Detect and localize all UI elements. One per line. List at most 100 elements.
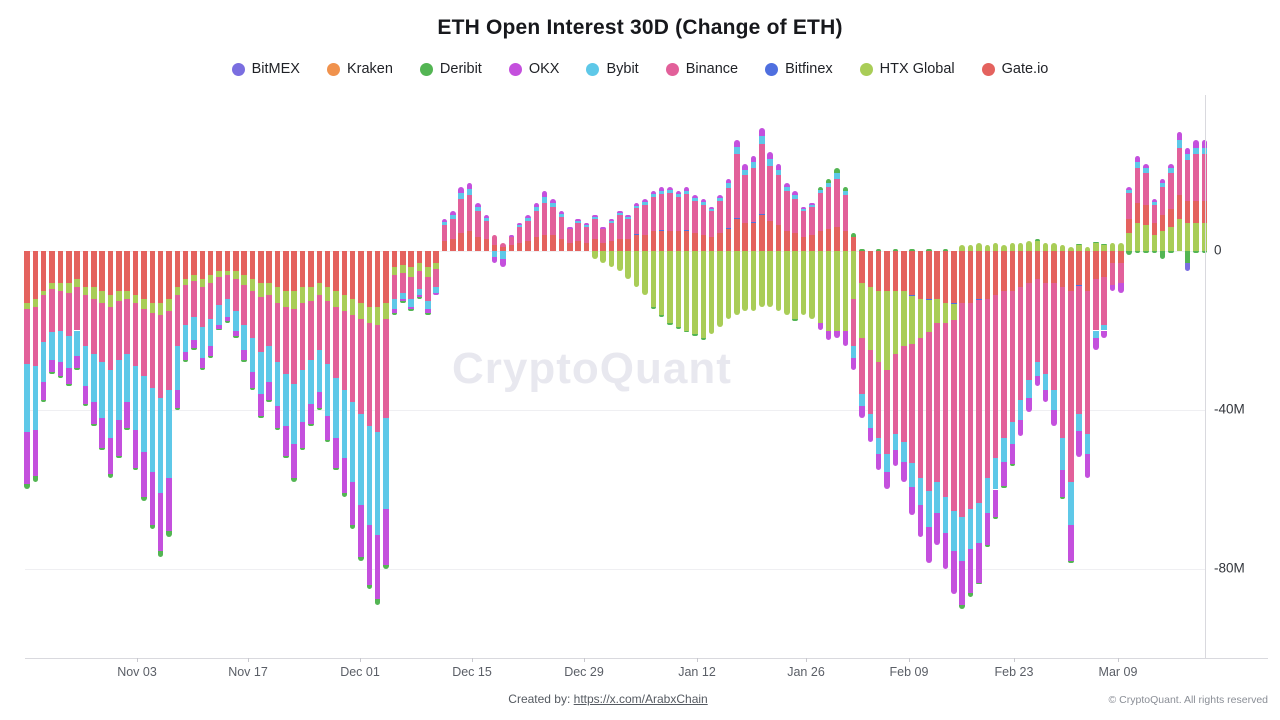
- bar[interactable]: [583, 95, 590, 658]
- bar[interactable]: [525, 95, 531, 658]
- bar[interactable]: [967, 95, 974, 658]
- bar[interactable]: [291, 95, 297, 658]
- bar[interactable]: [901, 95, 907, 658]
- legend-item-bitmex[interactable]: BitMEX: [231, 61, 300, 77]
- bar[interactable]: [458, 95, 464, 658]
- bar[interactable]: [658, 95, 665, 658]
- bar[interactable]: [1084, 95, 1091, 658]
- bar[interactable]: [483, 95, 489, 658]
- bar[interactable]: [207, 95, 214, 658]
- bar[interactable]: [1076, 95, 1082, 658]
- legend-item-bybit[interactable]: Bybit: [586, 61, 639, 77]
- bar[interactable]: [1101, 95, 1107, 658]
- bar[interactable]: [859, 95, 865, 658]
- creator-link[interactable]: https://x.com/ArabxChain: [573, 692, 708, 706]
- bar[interactable]: [1109, 95, 1116, 658]
- bar[interactable]: [1051, 95, 1057, 658]
- bar[interactable]: [224, 95, 231, 658]
- bar[interactable]: [1168, 95, 1174, 658]
- legend-item-deribit[interactable]: Deribit: [419, 61, 482, 77]
- bar[interactable]: [875, 95, 882, 658]
- bar[interactable]: [867, 95, 874, 658]
- bar[interactable]: [567, 95, 573, 658]
- bar[interactable]: [800, 95, 807, 658]
- bar[interactable]: [784, 95, 790, 658]
- bar[interactable]: [717, 95, 723, 658]
- bar[interactable]: [258, 95, 264, 658]
- bar[interactable]: [116, 95, 122, 658]
- bar[interactable]: [66, 95, 72, 658]
- bar[interactable]: [475, 95, 481, 658]
- bar[interactable]: [40, 95, 47, 658]
- bar[interactable]: [49, 95, 55, 658]
- bar[interactable]: [1068, 95, 1074, 658]
- bar[interactable]: [600, 95, 606, 658]
- bar[interactable]: [825, 95, 832, 658]
- bar[interactable]: [992, 95, 999, 658]
- bar[interactable]: [926, 95, 932, 658]
- bar[interactable]: [1159, 95, 1166, 658]
- bar[interactable]: [516, 95, 523, 658]
- bar[interactable]: [750, 95, 757, 658]
- bar[interactable]: [241, 95, 247, 658]
- bar[interactable]: [692, 95, 698, 658]
- bar[interactable]: [283, 95, 289, 658]
- bar[interactable]: [642, 95, 648, 658]
- bar[interactable]: [951, 95, 957, 658]
- bar[interactable]: [391, 95, 398, 658]
- bar[interactable]: [1034, 95, 1041, 658]
- bar[interactable]: [608, 95, 615, 658]
- bar[interactable]: [416, 95, 423, 658]
- bar[interactable]: [959, 95, 965, 658]
- bar[interactable]: [1118, 95, 1124, 658]
- bar[interactable]: [1151, 95, 1157, 658]
- bar[interactable]: [1126, 95, 1132, 658]
- bar[interactable]: [124, 95, 130, 658]
- bar[interactable]: [1184, 95, 1191, 658]
- legend-item-binance[interactable]: Binance: [665, 61, 738, 77]
- bar[interactable]: [734, 95, 740, 658]
- bar[interactable]: [633, 95, 640, 658]
- legend-item-gate-io[interactable]: Gate.io: [981, 61, 1048, 77]
- bar[interactable]: [1143, 95, 1149, 658]
- bar[interactable]: [174, 95, 181, 658]
- bar[interactable]: [466, 95, 473, 658]
- bar[interactable]: [349, 95, 356, 658]
- bar[interactable]: [792, 95, 798, 658]
- bar[interactable]: [274, 95, 281, 658]
- bar[interactable]: [82, 95, 89, 658]
- bar[interactable]: [1193, 95, 1199, 658]
- bar[interactable]: [308, 95, 314, 658]
- bar[interactable]: [984, 95, 990, 658]
- legend-item-bitfinex[interactable]: Bitfinex: [765, 61, 833, 77]
- bar[interactable]: [575, 95, 581, 658]
- bar[interactable]: [592, 95, 598, 658]
- bar[interactable]: [141, 95, 147, 658]
- bar[interactable]: [1093, 95, 1099, 658]
- bar[interactable]: [742, 95, 748, 658]
- bar[interactable]: [625, 95, 631, 658]
- bar[interactable]: [842, 95, 849, 658]
- bar[interactable]: [433, 95, 439, 658]
- bar[interactable]: [249, 95, 256, 658]
- bar[interactable]: [850, 95, 857, 658]
- bar[interactable]: [408, 95, 414, 658]
- bar[interactable]: [809, 95, 815, 658]
- bar[interactable]: [500, 95, 506, 658]
- legend-item-okx[interactable]: OKX: [508, 61, 559, 77]
- bar[interactable]: [191, 95, 197, 658]
- bar[interactable]: [383, 95, 389, 658]
- bar[interactable]: [884, 95, 890, 658]
- bar[interactable]: [107, 95, 114, 658]
- bar[interactable]: [425, 95, 431, 658]
- bar[interactable]: [650, 95, 656, 658]
- bar[interactable]: [324, 95, 331, 658]
- bar[interactable]: [333, 95, 339, 658]
- bar[interactable]: [99, 95, 105, 658]
- legend-item-kraken[interactable]: Kraken: [326, 61, 393, 77]
- bar[interactable]: [759, 95, 765, 658]
- bar[interactable]: [1201, 95, 1208, 658]
- bar[interactable]: [199, 95, 206, 658]
- bar[interactable]: [341, 95, 348, 658]
- bar[interactable]: [74, 95, 80, 658]
